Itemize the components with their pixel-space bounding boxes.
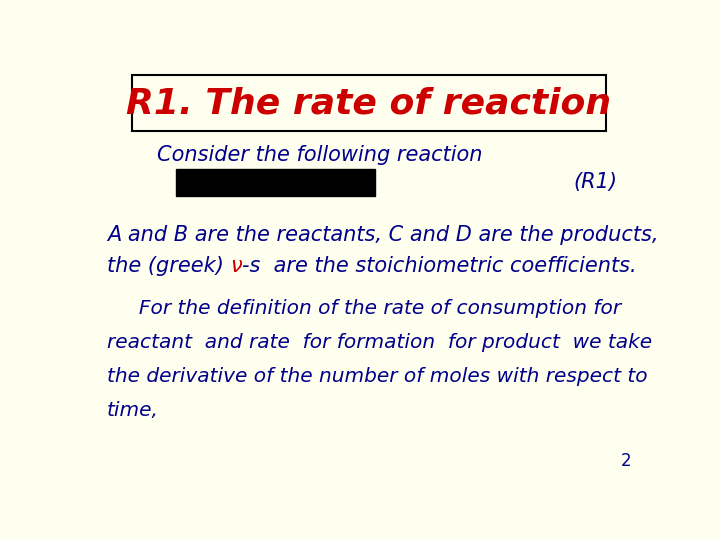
Bar [176, 168, 374, 196]
Text: time,: time, [107, 401, 158, 420]
Text: ν: ν [230, 256, 242, 276]
Text: the (greek): the (greek) [107, 256, 230, 276]
FancyBboxPatch shape [132, 75, 606, 131]
Text: the derivative of the number of moles with respect to: the derivative of the number of moles wi… [107, 367, 647, 386]
Text: (R1): (R1) [573, 172, 617, 192]
Text: -s  are the stoichiometric coefficients.: -s are the stoichiometric coefficients. [242, 256, 636, 276]
Text: For the definition of the rate of consumption for: For the definition of the rate of consum… [107, 299, 621, 318]
Text: reactant  and rate  for formation  for product  we take: reactant and rate for formation for prod… [107, 333, 652, 352]
Text: Consider the following reaction: Consider the following reaction [157, 145, 482, 165]
Text: A and B are the reactants, C and D are the products,: A and B are the reactants, C and D are t… [107, 225, 658, 245]
Text: 2: 2 [621, 452, 631, 470]
Text: R1. The rate of reaction: R1. The rate of reaction [127, 86, 611, 120]
